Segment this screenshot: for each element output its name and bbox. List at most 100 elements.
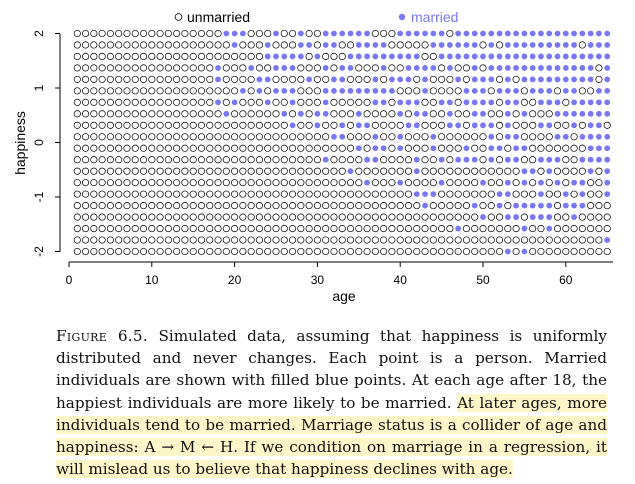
point-unmarried [520, 98, 528, 106]
point-married [554, 110, 561, 117]
point-unmarried [247, 179, 255, 187]
point-unmarried [222, 75, 230, 83]
point-unmarried [247, 213, 255, 221]
point-unmarried [471, 190, 479, 198]
point-unmarried [197, 133, 206, 141]
point-unmarried [156, 64, 164, 72]
point-unmarried [272, 247, 280, 256]
point-married [513, 30, 520, 37]
point-unmarried [487, 236, 495, 244]
point-unmarried [115, 167, 123, 175]
point-unmarried [338, 190, 346, 198]
point-unmarried [123, 41, 131, 49]
x-ticks: 0 10 20 30 40 50 60 [66, 262, 573, 287]
point-married [389, 87, 395, 94]
point-married [521, 248, 528, 255]
point-married [513, 42, 520, 48]
point-unmarried [115, 98, 123, 106]
point-unmarried [471, 144, 479, 152]
point-unmarried [305, 52, 313, 60]
point-married [562, 133, 569, 140]
point-married [289, 87, 296, 94]
point-married [488, 99, 495, 106]
point-unmarried [496, 225, 504, 233]
point-married [521, 179, 528, 186]
point-married [289, 99, 296, 106]
point-married [438, 99, 445, 106]
point-unmarried [181, 167, 189, 175]
point-unmarried [446, 225, 454, 233]
point-unmarried [82, 98, 90, 106]
point-unmarried [371, 121, 379, 129]
point-unmarried [98, 225, 106, 233]
point-unmarried [553, 167, 562, 175]
point-unmarried [139, 133, 148, 141]
point-unmarried [388, 213, 396, 221]
point-unmarried [247, 110, 255, 118]
point-unmarried [462, 110, 470, 118]
point-married [571, 122, 577, 129]
point-unmarried [156, 87, 164, 95]
point-unmarried [421, 179, 429, 187]
point-unmarried [123, 75, 131, 83]
point-unmarried [587, 236, 595, 244]
point-unmarried [239, 202, 247, 210]
point-married [347, 65, 354, 71]
point-unmarried [305, 179, 313, 187]
point-married [604, 237, 611, 243]
point-unmarried [90, 87, 98, 95]
point-unmarried [148, 64, 156, 72]
point-unmarried [462, 133, 470, 141]
point-unmarried [255, 121, 263, 129]
point-unmarried [338, 236, 346, 244]
point-married [562, 53, 569, 60]
point-unmarried [462, 202, 470, 210]
point-unmarried [115, 156, 123, 164]
point-unmarried [131, 98, 139, 106]
point-unmarried [322, 121, 330, 129]
point-married [281, 110, 288, 117]
point-unmarried [280, 167, 288, 175]
point-unmarried [570, 190, 578, 198]
point-unmarried [545, 110, 553, 118]
point-unmarried [446, 144, 454, 152]
point-unmarried [148, 87, 156, 95]
point-married [604, 42, 611, 48]
point-married [446, 99, 453, 106]
point-unmarried [462, 236, 470, 244]
point-married [413, 65, 420, 71]
point-unmarried [512, 236, 520, 244]
point-unmarried [255, 213, 263, 221]
point-unmarried [421, 247, 429, 256]
point-unmarried [255, 156, 263, 164]
point-unmarried [371, 247, 379, 256]
point-unmarried [156, 167, 164, 175]
point-married [248, 65, 255, 71]
point-married [587, 122, 594, 129]
point-unmarried [206, 75, 214, 83]
point-married [372, 87, 379, 94]
point-married [422, 30, 428, 37]
point-married [422, 191, 428, 198]
point-unmarried [537, 133, 545, 141]
point-unmarried [214, 213, 222, 221]
point-unmarried [587, 190, 595, 198]
point-married [571, 65, 577, 71]
point-unmarried [454, 64, 462, 72]
point-unmarried [197, 87, 206, 95]
point-unmarried [570, 144, 578, 152]
point-unmarried [231, 156, 239, 164]
point-unmarried [322, 213, 330, 221]
point-married [504, 42, 511, 48]
point-unmarried [313, 225, 321, 233]
point-unmarried [446, 133, 454, 141]
point-unmarried [90, 29, 98, 38]
point-unmarried [297, 156, 305, 164]
point-unmarried [297, 202, 305, 210]
point-unmarried [355, 247, 363, 256]
point-unmarried [255, 29, 263, 38]
point-unmarried [106, 98, 114, 106]
point-married [504, 191, 511, 198]
point-married [579, 53, 586, 60]
point-unmarried [239, 52, 247, 60]
